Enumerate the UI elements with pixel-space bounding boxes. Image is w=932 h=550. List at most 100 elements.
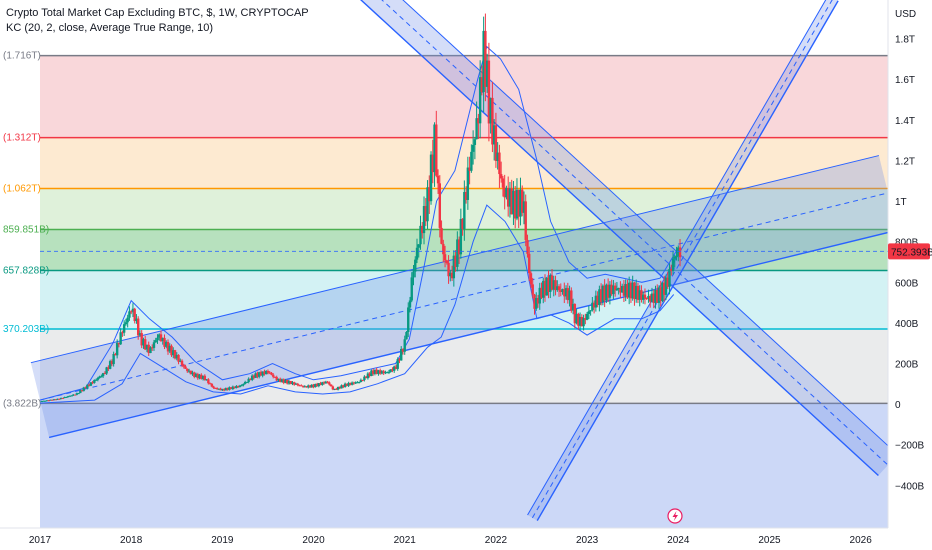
candle-body bbox=[249, 378, 252, 380]
candle-body bbox=[275, 377, 278, 381]
channel-band bbox=[527, 0, 839, 521]
candle bbox=[224, 387, 228, 391]
candle-body bbox=[675, 255, 678, 257]
candle bbox=[193, 371, 196, 379]
candle-body bbox=[652, 293, 655, 303]
candle-body bbox=[122, 324, 126, 333]
candle-body bbox=[107, 367, 110, 369]
candle-body bbox=[545, 277, 548, 296]
candle bbox=[72, 394, 75, 396]
candle bbox=[357, 381, 361, 384]
candle-body bbox=[454, 255, 457, 267]
candle bbox=[345, 383, 349, 387]
candle-body bbox=[151, 347, 154, 349]
candle-body bbox=[131, 308, 135, 312]
candle bbox=[487, 42, 491, 142]
candle bbox=[452, 250, 456, 287]
candle bbox=[101, 372, 105, 378]
candle-body bbox=[80, 390, 84, 392]
candle-body bbox=[468, 167, 471, 171]
candle-body bbox=[587, 311, 591, 314]
candle-body bbox=[647, 295, 650, 299]
candle bbox=[359, 378, 363, 383]
fib-zone bbox=[40, 55, 888, 138]
candle bbox=[624, 279, 627, 302]
candle bbox=[242, 383, 245, 387]
candle-body bbox=[343, 383, 347, 388]
candle-body bbox=[259, 372, 263, 376]
candle bbox=[494, 112, 498, 168]
candle bbox=[236, 385, 240, 389]
candle bbox=[498, 144, 501, 188]
candle bbox=[447, 255, 450, 284]
candle-body bbox=[613, 285, 617, 291]
candle bbox=[414, 256, 417, 278]
candle bbox=[561, 288, 564, 295]
candle-body bbox=[436, 175, 440, 184]
candle-body bbox=[529, 273, 533, 285]
candle-body bbox=[629, 282, 633, 299]
candle bbox=[503, 174, 506, 210]
candle bbox=[517, 189, 520, 229]
candle bbox=[470, 144, 473, 173]
candle bbox=[426, 180, 429, 229]
candle-body bbox=[180, 360, 184, 366]
candle bbox=[603, 279, 606, 308]
candle-body bbox=[634, 285, 638, 300]
candle-body bbox=[643, 294, 647, 299]
candle bbox=[640, 285, 643, 303]
candle bbox=[100, 374, 103, 378]
candle-body bbox=[461, 218, 464, 229]
candle bbox=[529, 271, 533, 288]
candle-body bbox=[135, 318, 138, 322]
candle bbox=[129, 310, 133, 315]
candle-body bbox=[517, 189, 520, 217]
candle-body bbox=[521, 189, 524, 213]
candle-body bbox=[620, 285, 624, 293]
candle-body bbox=[105, 367, 108, 374]
candle bbox=[492, 119, 496, 161]
candle bbox=[324, 380, 328, 384]
candle bbox=[647, 289, 650, 303]
candle bbox=[610, 279, 613, 296]
candle bbox=[412, 265, 415, 286]
candle bbox=[575, 308, 578, 325]
candle bbox=[506, 176, 510, 217]
candle bbox=[456, 231, 459, 272]
candle-body bbox=[115, 342, 119, 356]
candle bbox=[289, 380, 292, 385]
candle bbox=[93, 379, 96, 384]
candle-body bbox=[391, 369, 394, 371]
fib-zone-below bbox=[40, 403, 888, 528]
candle bbox=[177, 354, 180, 365]
candle-body bbox=[326, 381, 329, 383]
candle-body bbox=[626, 284, 629, 298]
candle bbox=[619, 281, 622, 299]
candle bbox=[280, 378, 284, 383]
candle bbox=[415, 238, 419, 264]
candle bbox=[247, 377, 250, 384]
candle bbox=[675, 246, 678, 261]
candle-body bbox=[242, 383, 245, 386]
candle bbox=[668, 263, 671, 295]
candle bbox=[587, 305, 591, 320]
candle-body bbox=[205, 379, 208, 381]
candle bbox=[613, 282, 617, 297]
candle-body bbox=[268, 372, 271, 374]
candle-body bbox=[557, 286, 561, 291]
candle-body bbox=[654, 290, 657, 303]
candle-body bbox=[56, 398, 59, 400]
candle bbox=[368, 372, 371, 378]
candle bbox=[615, 282, 619, 291]
lightning-icon[interactable] bbox=[667, 508, 683, 524]
candle bbox=[673, 254, 676, 268]
candle bbox=[617, 287, 620, 295]
candle-body bbox=[398, 359, 401, 361]
candle bbox=[194, 372, 198, 378]
indicator-legend[interactable]: KC (20, 2, close, Average True Range, 10… bbox=[6, 22, 214, 34]
candle-body bbox=[426, 187, 429, 222]
x-tick-label: 2017 bbox=[29, 535, 52, 546]
candle-body bbox=[389, 369, 392, 372]
candle bbox=[279, 377, 282, 383]
